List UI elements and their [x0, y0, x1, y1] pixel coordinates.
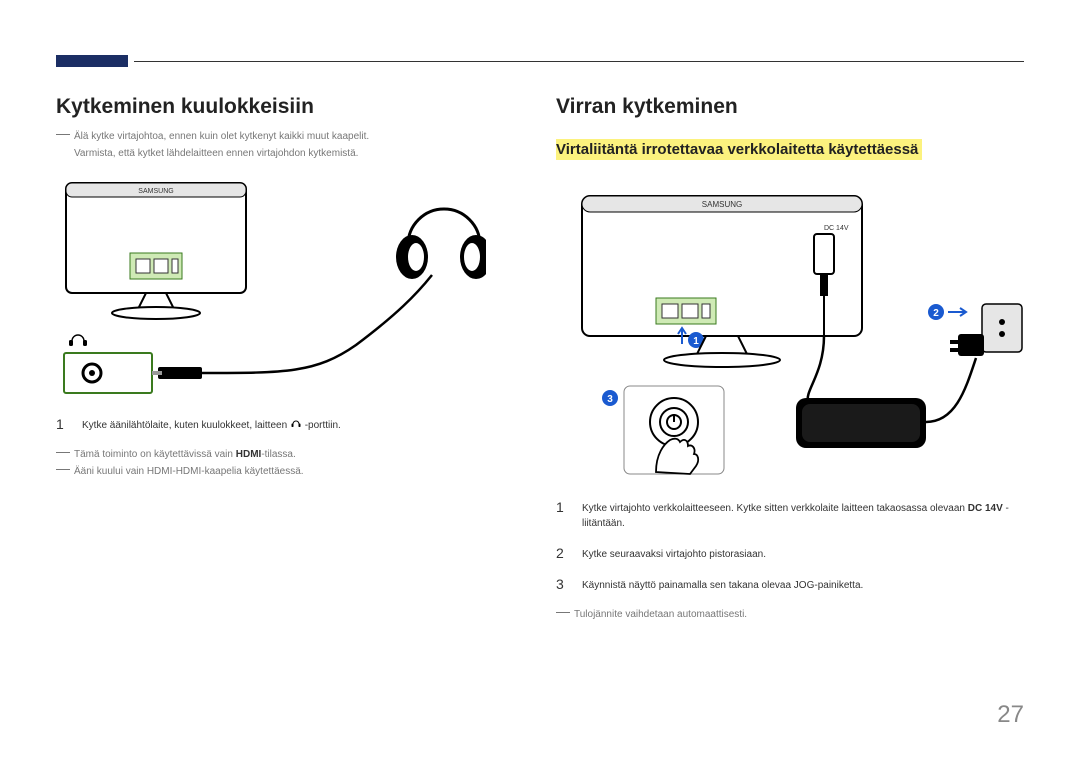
svg-text:DC 14V: DC 14V	[824, 225, 849, 232]
dash-icon	[56, 469, 70, 470]
note-text: Ääni kuului vain HDMI-HDMI-kaapelia käyt…	[74, 466, 304, 477]
step-text-a: Kytke äänilähtölaite, kuten kuulokkeet, …	[82, 420, 290, 431]
step-text: Kytke virtajohto verkkolaitteeseen. Kytk…	[582, 499, 1036, 531]
svg-text:3: 3	[607, 394, 613, 405]
step-number: 1	[556, 499, 570, 515]
note-text: Varmista, että kytket lähdelaitteen enne…	[74, 148, 358, 159]
dash-icon	[556, 612, 570, 613]
list-item: 3 Käynnistä näyttö painamalla sen takana…	[556, 576, 1036, 593]
power-figure: SAMSUNG DC 14V 1	[556, 188, 1036, 483]
step-number: 3	[556, 576, 570, 592]
list-item: 1 Kytke äänilähtölaite, kuten kuulokkeet…	[56, 416, 526, 433]
step-text-b: -porttiin.	[305, 420, 341, 431]
headphones-figure: SAMSUNG	[56, 175, 526, 400]
header-rule	[56, 55, 1024, 69]
step-text-a: Kytke virtajohto verkkolaitteeseen. Kytk…	[582, 503, 968, 514]
header-accent-block	[56, 55, 128, 67]
note-text: Tulojännite vaihdetaan automaattisesti.	[574, 609, 747, 620]
note-line: Älä kytke virtajohtoa, ennen kuin olet k…	[56, 129, 526, 144]
step-text: Käynnistä näyttö painamalla sen takana o…	[582, 576, 863, 593]
headphone-icon	[290, 420, 305, 431]
left-column: Kytkeminen kuulokkeisiin Älä kytke virta…	[56, 95, 526, 481]
svg-text:SAMSUNG: SAMSUNG	[138, 188, 173, 195]
note-line: Tämä toiminto on käytettävissä vain HDMI…	[56, 447, 526, 462]
step-text: Kytke seuraavaksi virtajohto pistorasiaa…	[582, 545, 766, 562]
svg-text:SAMSUNG: SAMSUNG	[702, 200, 742, 209]
left-steps: 1 Kytke äänilähtölaite, kuten kuulokkeet…	[56, 416, 526, 433]
note-tail: -tilassa.	[261, 449, 295, 460]
page-number: 27	[997, 701, 1024, 729]
dash-icon	[56, 134, 70, 135]
list-item: 1 Kytke virtajohto verkkolaitteeseen. Ky…	[556, 499, 1036, 531]
note-line: Ääni kuului vain HDMI-HDMI-kaapelia käyt…	[56, 464, 526, 479]
right-steps: 1 Kytke virtajohto verkkolaitteeseen. Ky…	[556, 499, 1036, 593]
list-item: 2 Kytke seuraavaksi virtajohto pistorasi…	[556, 545, 1036, 562]
left-title: Kytkeminen kuulokkeisiin	[56, 95, 526, 119]
step-number: 1	[56, 416, 70, 432]
header-divider	[134, 61, 1024, 62]
step-number: 2	[556, 545, 570, 561]
step-bold: DC 14V	[968, 503, 1003, 514]
note-text: Älä kytke virtajohtoa, ennen kuin olet k…	[74, 131, 369, 142]
svg-text:1: 1	[693, 336, 699, 347]
right-title: Virran kytkeminen	[556, 95, 1036, 119]
right-subheading: Virtaliitäntä irrotettavaa verkkolaitett…	[556, 139, 922, 160]
svg-text:2: 2	[933, 308, 939, 319]
step-text: Kytke äänilähtölaite, kuten kuulokkeet, …	[82, 416, 341, 433]
note-line: Tulojännite vaihdetaan automaattisesti.	[556, 607, 1036, 622]
note-bold: HDMI	[236, 449, 262, 460]
note-text: Tämä toiminto on käytettävissä vain	[74, 449, 236, 460]
note-line: Varmista, että kytket lähdelaitteen enne…	[56, 146, 526, 161]
right-column: Virran kytkeminen Virtaliitäntä irrotett…	[556, 95, 1036, 624]
dash-icon	[56, 452, 70, 453]
